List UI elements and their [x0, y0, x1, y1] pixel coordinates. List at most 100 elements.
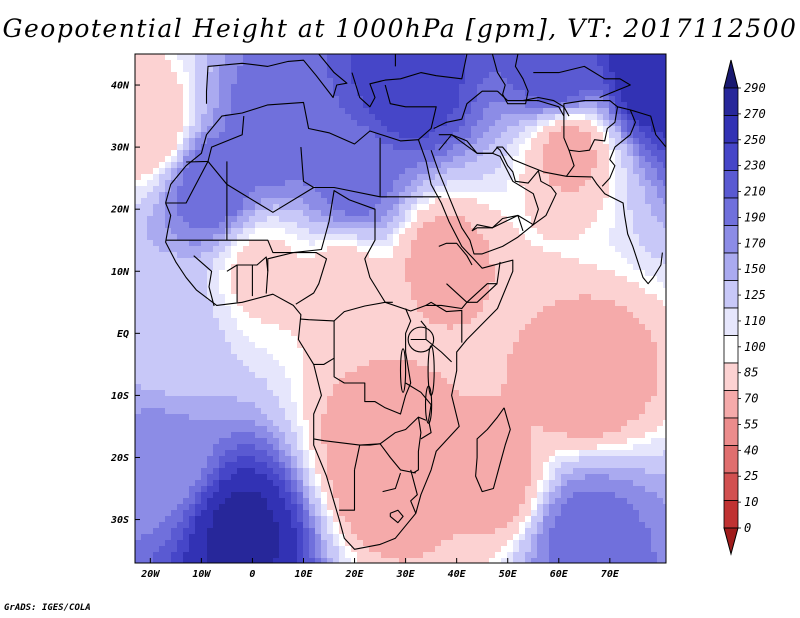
field-cell	[153, 84, 159, 90]
field-cell	[351, 372, 357, 378]
field-cell	[159, 390, 165, 396]
field-cell	[345, 378, 351, 384]
field-cell	[255, 294, 261, 300]
field-cell	[513, 84, 519, 90]
field-cell	[417, 378, 423, 384]
field-cell	[519, 270, 525, 276]
field-cell	[297, 54, 303, 60]
field-cell	[657, 366, 663, 372]
field-cell	[189, 168, 195, 174]
field-cell	[153, 360, 159, 366]
field-cell	[291, 210, 297, 216]
field-cell	[555, 156, 561, 162]
field-cell	[237, 228, 243, 234]
field-cell	[177, 324, 183, 330]
field-cell	[615, 372, 621, 378]
field-cell	[183, 234, 189, 240]
field-cell	[585, 378, 591, 384]
field-cell	[327, 246, 333, 252]
field-cell	[627, 120, 633, 126]
field-cell	[495, 198, 501, 204]
field-cell	[405, 354, 411, 360]
field-cell	[633, 180, 639, 186]
field-cell	[273, 294, 279, 300]
field-cell	[267, 378, 273, 384]
field-cell	[603, 276, 609, 282]
field-cell	[609, 228, 615, 234]
field-cell	[603, 366, 609, 372]
field-cell	[159, 312, 165, 318]
field-cell	[333, 378, 339, 384]
field-cell	[597, 240, 603, 246]
field-cell	[567, 180, 573, 186]
field-cell	[255, 204, 261, 210]
field-cell	[153, 330, 159, 336]
field-cell	[627, 324, 633, 330]
field-cell	[147, 144, 153, 150]
field-cell	[267, 264, 273, 270]
field-cell	[225, 120, 231, 126]
field-cell	[285, 138, 291, 144]
field-cell	[213, 312, 219, 318]
field-cell	[177, 234, 183, 240]
field-cell	[537, 246, 543, 252]
field-cell	[645, 78, 651, 84]
field-cell	[507, 354, 513, 360]
field-cell	[219, 252, 225, 258]
field-cell	[651, 192, 657, 198]
field-cell	[435, 330, 441, 336]
field-cell	[663, 252, 666, 258]
field-cell	[615, 132, 621, 138]
field-cell	[141, 360, 147, 366]
field-cell	[645, 72, 651, 78]
field-cell	[555, 90, 561, 96]
field-cell	[447, 342, 453, 348]
field-cell	[597, 270, 603, 276]
field-cell	[405, 300, 411, 306]
field-cell	[525, 114, 531, 120]
field-cell	[381, 114, 387, 120]
field-cell	[177, 66, 183, 72]
field-cell	[267, 120, 273, 126]
field-cell	[555, 252, 561, 258]
field-cell	[339, 348, 345, 354]
field-cell	[429, 138, 435, 144]
field-cell	[423, 72, 429, 78]
field-cell	[585, 132, 591, 138]
field-cell	[237, 288, 243, 294]
field-cell	[243, 138, 249, 144]
field-cell	[651, 330, 657, 336]
field-cell	[465, 156, 471, 162]
field-cell	[519, 84, 525, 90]
field-cell	[597, 300, 603, 306]
field-cell	[363, 222, 369, 228]
field-cell	[231, 372, 237, 378]
field-cell	[519, 222, 525, 228]
field-cell	[189, 288, 195, 294]
field-cell	[297, 282, 303, 288]
field-cell	[339, 174, 345, 180]
field-cell	[267, 210, 273, 216]
field-cell	[171, 150, 177, 156]
field-cell	[291, 60, 297, 66]
field-cell	[477, 54, 483, 60]
field-cell	[315, 384, 321, 390]
field-cell	[483, 312, 489, 318]
field-cell	[339, 150, 345, 156]
field-cell	[213, 192, 219, 198]
field-cell	[639, 240, 645, 246]
field-cell	[591, 84, 597, 90]
field-cell	[561, 264, 567, 270]
field-cell	[147, 108, 153, 114]
field-cell	[177, 114, 183, 120]
field-cell	[441, 60, 447, 66]
height-field-shading	[135, 54, 666, 563]
field-cell	[585, 144, 591, 150]
field-cell	[273, 240, 279, 246]
field-cell	[159, 90, 165, 96]
field-cell	[219, 366, 225, 372]
field-cell	[651, 66, 657, 72]
field-cell	[459, 198, 465, 204]
field-cell	[141, 150, 147, 156]
field-cell	[369, 72, 375, 78]
